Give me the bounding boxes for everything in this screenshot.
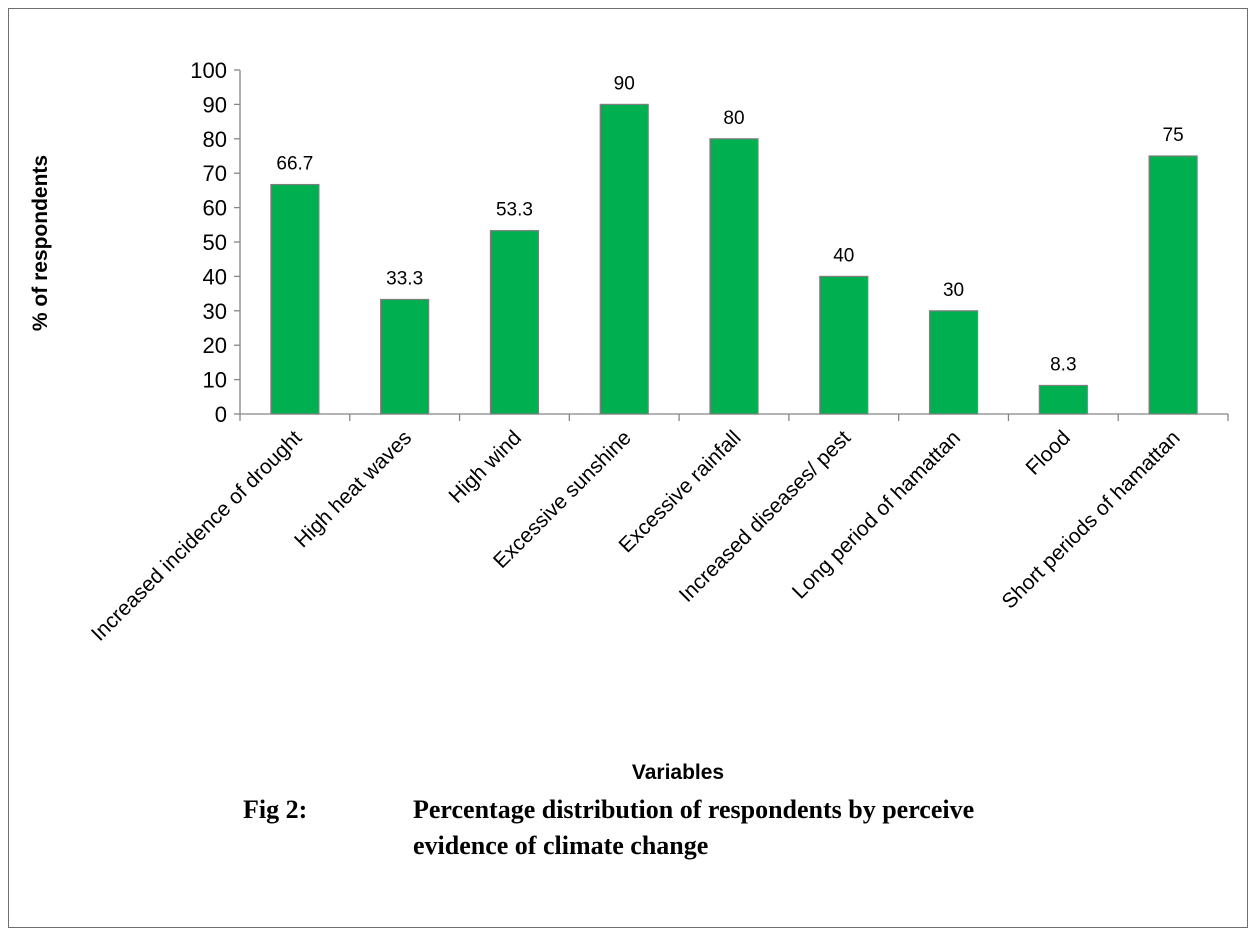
bar (928, 310, 979, 415)
data-label: 75 (1163, 125, 1184, 146)
bar (819, 275, 869, 415)
bar (270, 183, 320, 415)
category-label: Short periods of hamattan (998, 426, 1185, 613)
y-tick-label: 100 (190, 58, 227, 83)
y-axis: 0 10 20 30 40 50 60 70 80 90 100 (190, 58, 241, 427)
category-label: Excessive rainfall (615, 426, 746, 557)
bar (599, 103, 649, 415)
data-label: 40 (833, 245, 854, 266)
bar (380, 298, 430, 415)
category-label: High wind (445, 426, 526, 507)
bar (1038, 384, 1088, 415)
data-label: 30 (943, 280, 964, 301)
category-label: Increased incidence of drought (87, 426, 306, 645)
y-tick-label: 30 (203, 299, 227, 324)
data-label: 90 (614, 73, 635, 94)
y-axis-title: % of respondents (29, 155, 52, 331)
data-label: 53.3 (496, 200, 533, 221)
data-label: 80 (723, 108, 744, 129)
bar (489, 230, 540, 415)
x-axis-title: Variables (632, 761, 724, 784)
data-label: 33.3 (386, 268, 423, 289)
data-labels: 66.7 33.3 53.3 90 80 40 30 8.3 75 (276, 73, 1183, 375)
y-tick-label: 50 (203, 230, 227, 255)
y-tick-label: 40 (203, 264, 227, 289)
data-label: 8.3 (1050, 354, 1076, 375)
bar (709, 138, 759, 415)
y-tick-label: 20 (203, 333, 227, 358)
caption-text-line2: evidence of climate change (413, 831, 709, 860)
y-tick-label: 0 (215, 402, 227, 427)
y-tick-label: 70 (203, 161, 227, 186)
y-tick-label: 90 (203, 92, 227, 117)
caption-text-line1: Percentage distribution of respondents b… (413, 795, 975, 824)
y-tick-label: 80 (203, 127, 227, 152)
bar-chart: 0 10 20 30 40 50 60 70 80 90 100 66.7 33.3 53.3 90 80 4… (29, 58, 1229, 784)
bar (1148, 155, 1198, 415)
y-tick-label: 10 (203, 368, 227, 393)
y-tick-label: 60 (203, 196, 227, 221)
category-label: High heat waves (290, 426, 416, 552)
category-label: Flood (1021, 426, 1074, 479)
x-axis (239, 413, 1229, 421)
figure-number: Fig 2: (243, 795, 308, 824)
data-label: 66.7 (276, 154, 313, 175)
bars (270, 103, 1198, 415)
